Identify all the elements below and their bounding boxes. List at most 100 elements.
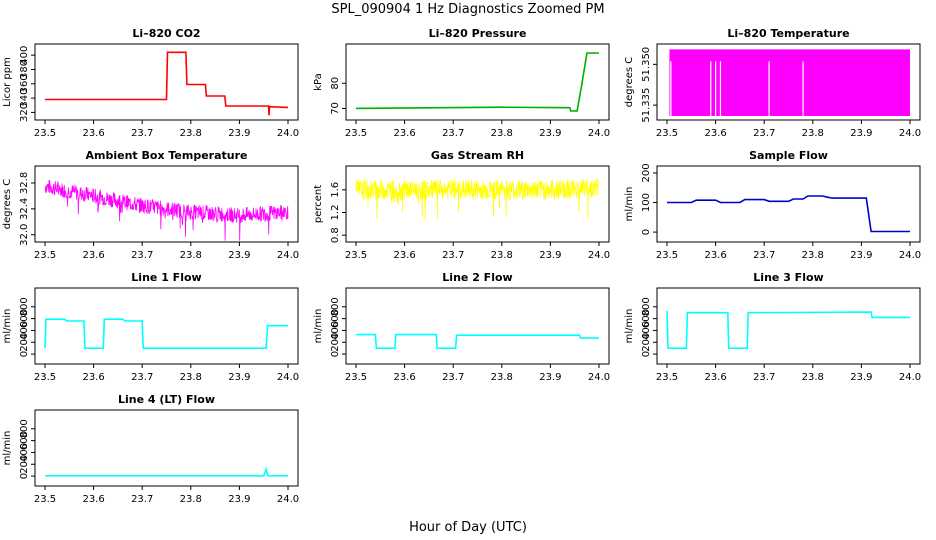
series-line — [666, 310, 910, 349]
x-tick-label: 23.6 — [393, 128, 415, 139]
y-axis-label: kPa — [313, 73, 324, 91]
y-axis-label: ml/min — [313, 309, 324, 344]
x-tick-label: 23.9 — [228, 494, 250, 505]
y-axis-label: ml/min — [2, 431, 13, 466]
x-tick-label: 23.5 — [656, 372, 678, 383]
plot-frame — [656, 165, 921, 243]
x-tick-label: 23.8 — [491, 128, 513, 139]
x-tick-label: 23.7 — [442, 250, 464, 261]
y-tick-label: 0 — [19, 351, 30, 357]
x-tick-label: 24.0 — [899, 372, 921, 383]
y-tick-label: 200 — [641, 163, 652, 182]
y-axis-label: percent — [313, 185, 324, 223]
x-tick-label: 23.6 — [82, 128, 104, 139]
x-tick-label: 23.6 — [704, 372, 726, 383]
y-tick-label: 1.2 — [330, 205, 341, 221]
panel-title: Gas Stream RH — [431, 149, 524, 162]
x-tick-label: 23.9 — [228, 128, 250, 139]
y-axis-label: ml/min — [624, 309, 635, 344]
x-tick-label: 23.6 — [82, 372, 104, 383]
x-tick-label: 23.9 — [850, 372, 872, 383]
x-tick-label: 23.6 — [82, 494, 104, 505]
series-line — [667, 195, 910, 233]
x-tick-label: 23.8 — [491, 250, 513, 261]
y-tick-label: 0.8 — [330, 227, 341, 243]
y-axis-label: Licor ppm — [2, 57, 13, 107]
y-tick-label: 600 — [641, 309, 652, 328]
y-tick-label: 200 — [330, 333, 341, 352]
x-tick-label: 23.8 — [180, 250, 202, 261]
x-tick-label: 23.7 — [442, 372, 464, 383]
y-tick-label: 100 — [641, 193, 652, 212]
y-axis-label: degrees C — [624, 57, 635, 107]
y-tick-label: 200 — [641, 333, 652, 352]
panel-title: Line 2 Flow — [442, 271, 512, 284]
main-title: SPL_090904 1 Hz Diagnostics Zoomed PM — [331, 2, 604, 17]
x-tick-label: 23.8 — [180, 372, 202, 383]
series-line — [44, 318, 288, 349]
panel-title: Li–820 Temperature — [727, 27, 849, 40]
y-tick-label: 51.350 — [641, 47, 652, 82]
y-tick-label: 200 — [19, 455, 30, 474]
y-tick-label: 80 — [330, 77, 341, 90]
y-tick-label: 320 — [19, 103, 30, 122]
series-line — [355, 178, 600, 222]
plot-frame — [34, 165, 299, 243]
y-tick-label: 400 — [641, 321, 652, 340]
y-tick-label: 70 — [330, 102, 341, 115]
y-tick-label: 600 — [330, 309, 341, 328]
series-line — [45, 51, 289, 116]
panel-2: Li–820 Temperature degrees C 51.335 51.350 2… — [624, 27, 921, 139]
x-tick-label: 23.8 — [180, 494, 202, 505]
x-tick-label: 23.5 — [34, 128, 56, 139]
y-tick-label: 0 — [330, 351, 341, 357]
plot-frame — [34, 409, 299, 487]
y-tick-label: 32.8 — [19, 172, 30, 194]
plot-frame — [656, 287, 921, 365]
panel-title: Sample Flow — [749, 149, 828, 162]
x-tick-label: 23.5 — [34, 372, 56, 383]
x-tick-label: 23.5 — [345, 250, 367, 261]
panel-title: Li–820 Pressure — [429, 27, 527, 40]
y-tick-label: 51.335 — [641, 88, 652, 123]
x-tick-label: 23.8 — [802, 372, 824, 383]
x-tick-label: 23.7 — [442, 128, 464, 139]
x-tick-label: 23.5 — [656, 250, 678, 261]
x-tick-label: 23.9 — [850, 250, 872, 261]
x-tick-label: 23.8 — [802, 250, 824, 261]
y-tick-label: 400 — [330, 321, 341, 340]
x-tick-label: 23.5 — [34, 250, 56, 261]
x-tick-label: 23.7 — [753, 250, 775, 261]
plot-frame — [345, 165, 610, 243]
series-line — [44, 179, 289, 241]
temperature-fill — [669, 49, 910, 116]
panel-title: Line 4 (LT) Flow — [118, 393, 215, 406]
x-tick-label: 24.0 — [277, 372, 299, 383]
panel-title: Li–820 CO2 — [132, 27, 200, 40]
plot-frame — [345, 43, 610, 121]
x-tick-label: 24.0 — [277, 494, 299, 505]
x-axis-label: Hour of Day (UTC) — [409, 520, 527, 535]
y-tick-label: 32.0 — [19, 224, 30, 246]
y-tick-label: 400 — [19, 443, 30, 462]
x-tick-label: 24.0 — [277, 250, 299, 261]
x-tick-label: 23.6 — [393, 372, 415, 383]
x-tick-label: 23.7 — [753, 372, 775, 383]
x-tick-label: 23.9 — [228, 372, 250, 383]
y-axis-label: degrees C — [2, 179, 13, 229]
x-tick-label: 23.5 — [34, 494, 56, 505]
x-tick-label: 23.8 — [802, 128, 824, 139]
plot-frame — [34, 43, 299, 121]
x-tick-label: 23.9 — [850, 128, 872, 139]
x-tick-label: 24.0 — [588, 372, 610, 383]
panel-5: Sample Flow ml/min 0 100 200 23.5 23.6 23.7 23.8… — [624, 149, 921, 261]
x-tick-label: 23.7 — [131, 372, 153, 383]
y-tick-label: 1.6 — [330, 182, 341, 198]
y-tick-label: 340 — [19, 89, 30, 108]
panel-3: Ambient Box Temperature degrees C 32.0 32.4… — [2, 149, 299, 261]
y-tick-label: 380 — [19, 60, 30, 79]
